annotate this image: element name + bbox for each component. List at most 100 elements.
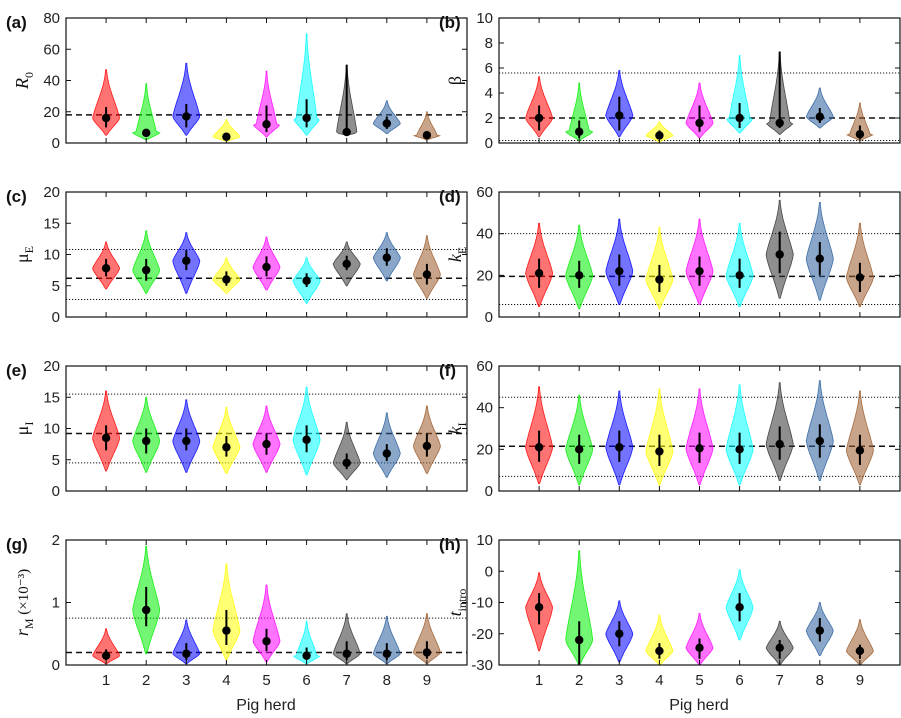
median-dot-herd-1 — [101, 264, 111, 273]
panel-label: (h) — [439, 535, 461, 554]
median-dot-herd-4 — [655, 275, 664, 284]
x-tick-label: 5 — [695, 672, 703, 689]
x-tick-label: 5 — [262, 672, 270, 689]
y-tick-label: 40 — [476, 226, 493, 243]
y-axis-label: rM (×10⁻³) — [12, 569, 36, 636]
y-tick-label: 10 — [43, 247, 60, 264]
median-dot-herd-9 — [855, 130, 865, 139]
violin-herd-7 — [332, 421, 361, 481]
median-dot-herd-3 — [615, 629, 624, 638]
y-tick-label: 60 — [43, 41, 60, 58]
y-tick-label: 0 — [485, 483, 493, 500]
median-dot-herd-6 — [735, 113, 744, 123]
violin-herd-1 — [92, 69, 120, 136]
x-tick-label: 9 — [423, 672, 431, 689]
median-dot-herd-6 — [302, 276, 311, 285]
median-dot-herd-8 — [382, 449, 391, 458]
median-dot-herd-3 — [182, 436, 191, 446]
median-dot-herd-8 — [382, 253, 391, 262]
median-dot-herd-2 — [142, 128, 151, 138]
median-dot-herd-5 — [695, 444, 704, 453]
y-axis-label: tintro — [445, 589, 469, 617]
median-dot-herd-7 — [342, 259, 351, 269]
x-tick-label: 1 — [102, 672, 110, 689]
y-axis-label: μE — [12, 246, 36, 263]
x-tick-label: 7 — [776, 672, 784, 689]
median-dot-herd-1 — [101, 113, 111, 123]
panel-label: (e) — [6, 361, 27, 380]
median-dot-herd-7 — [775, 643, 784, 653]
violin-herd-2 — [565, 550, 594, 666]
y-tick-label: 0 — [485, 563, 493, 580]
median-dot-herd-7 — [342, 458, 351, 468]
x-tick-label: 2 — [142, 672, 150, 689]
median-dot-herd-5 — [262, 637, 271, 646]
median-dot-herd-9 — [855, 446, 865, 455]
median-dot-herd-5 — [262, 262, 271, 272]
x-tick-label: 2 — [575, 672, 583, 689]
median-dot-herd-5 — [695, 266, 704, 276]
x-tick-label: 6 — [302, 672, 310, 689]
y-tick-label: 10 — [43, 421, 60, 438]
median-dot-herd-4 — [222, 275, 231, 284]
median-dot-herd-5 — [262, 120, 271, 129]
y-axis-label: kE — [445, 247, 469, 262]
median-dot-herd-6 — [302, 113, 311, 123]
panel-label: (g) — [6, 535, 28, 554]
median-dot-herd-2 — [142, 436, 151, 446]
x-tick-label: 4 — [655, 672, 663, 689]
y-tick-label: 15 — [43, 389, 60, 406]
y-tick-label: 6 — [485, 60, 493, 77]
x-tick-label: 8 — [816, 672, 824, 689]
y-tick-label: 0 — [485, 309, 493, 326]
y-tick-label: 10 — [476, 532, 493, 549]
median-dot-herd-1 — [534, 113, 544, 123]
median-dot-herd-1 — [101, 651, 111, 660]
median-dot-herd-2 — [575, 445, 584, 454]
x-tick-label: 8 — [383, 672, 391, 689]
y-axis-label: R0 — [12, 72, 36, 90]
y-tick-label: 20 — [43, 184, 60, 201]
x-tick-label: 7 — [343, 672, 351, 689]
median-dot-herd-4 — [655, 131, 664, 140]
median-dot-herd-8 — [815, 626, 824, 635]
y-tick-label: 40 — [43, 73, 60, 90]
median-dot-herd-3 — [615, 111, 624, 120]
panel-label: (d) — [439, 187, 461, 206]
violin-herd-9 — [412, 111, 441, 141]
median-dot-herd-5 — [695, 643, 704, 653]
median-dot-herd-4 — [222, 132, 231, 141]
median-dot-herd-3 — [182, 649, 191, 658]
median-dot-herd-1 — [534, 443, 544, 452]
y-tick-label: 10 — [476, 10, 493, 27]
y-tick-label: 0 — [52, 309, 60, 326]
median-dot-herd-5 — [695, 118, 704, 128]
y-tick-label: 4 — [485, 85, 493, 102]
y-tick-label: 2 — [485, 110, 493, 127]
median-dot-herd-9 — [422, 270, 432, 279]
violin-herd-8 — [372, 615, 401, 665]
y-tick-label: -10 — [471, 595, 493, 612]
y-tick-label: 0 — [52, 657, 60, 674]
x-tick-label: 9 — [856, 672, 864, 689]
median-dot-herd-6 — [735, 445, 744, 454]
y-tick-label: 20 — [476, 441, 493, 458]
x-tick-label: 3 — [615, 672, 623, 689]
y-tick-label: 2 — [52, 532, 60, 549]
panel-label: (c) — [6, 187, 27, 206]
panel-label: (b) — [439, 13, 461, 32]
y-tick-label: 15 — [43, 215, 60, 232]
median-dot-herd-8 — [815, 436, 824, 446]
x-axis-label-left: Pig herd — [236, 697, 296, 714]
y-tick-label: 60 — [476, 358, 493, 375]
median-dot-herd-8 — [815, 254, 824, 263]
y-axis-label: μI — [12, 422, 36, 436]
median-dot-herd-6 — [302, 435, 311, 444]
median-dot-herd-1 — [534, 602, 544, 612]
x-tick-label: 3 — [182, 672, 190, 689]
y-tick-label: 0 — [485, 135, 493, 152]
y-tick-label: 20 — [43, 358, 60, 375]
panel-label: (a) — [6, 13, 27, 32]
y-tick-label: 0 — [52, 135, 60, 152]
violin-herd-5 — [252, 584, 281, 663]
